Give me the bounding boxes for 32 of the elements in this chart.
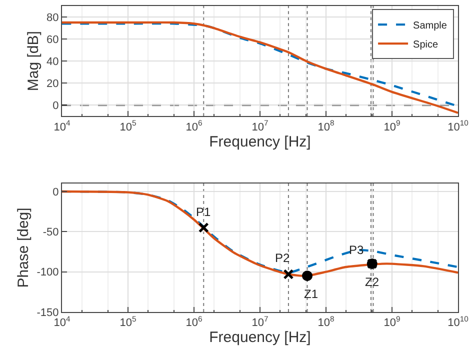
annotation: P3 <box>349 243 364 257</box>
x-tick-label: 10$^{10}$ <box>448 118 468 134</box>
y-tick-label: 0 <box>52 100 59 112</box>
legend-label: Spice <box>413 39 438 50</box>
x-tick-label: 10$^{10}$ <box>448 314 468 330</box>
x-tick-label: 10$^{9}$ <box>384 314 400 330</box>
y-axis-title: Mag [dB] <box>24 31 42 92</box>
y-tick-label: 60 <box>46 34 59 46</box>
annotation: Z2 <box>365 275 380 289</box>
x-tick-label: 10$^{8}$ <box>318 314 334 330</box>
x-tick-label: 10$^{8}$ <box>318 118 334 134</box>
x-tick-label: 10$^{5}$ <box>120 118 136 134</box>
x-tick-label: 10$^{5}$ <box>120 314 136 330</box>
x-axis-title: Frequency [Hz] <box>209 133 311 150</box>
x-tick-label: 10$^{9}$ <box>384 118 400 134</box>
x-axis-title: Frequency [Hz] <box>209 329 311 346</box>
x-tick-label: 10$^{7}$ <box>252 118 268 134</box>
annotation: P1 <box>196 205 212 219</box>
y-tick-label: 80 <box>46 12 59 24</box>
y-tick-label: -50 <box>42 226 59 239</box>
annotation: P2 <box>275 251 290 265</box>
y-tick-label: 40 <box>46 56 59 68</box>
x-tick-label: 10$^{7}$ <box>252 314 268 330</box>
x-tick-label: 10$^{6}$ <box>186 118 202 134</box>
x-tick-label: 10$^{4}$ <box>54 118 71 134</box>
legend-label: Sample <box>413 20 448 32</box>
y-tick-label: 20 <box>46 78 59 90</box>
y-tick-label: -100 <box>36 266 59 279</box>
x-tick-label: 10$^{6}$ <box>186 314 202 330</box>
y-axis-title: Phase [deg] <box>15 208 32 288</box>
annotation: Z1 <box>304 287 318 301</box>
y-tick-label: 0 <box>52 186 59 198</box>
